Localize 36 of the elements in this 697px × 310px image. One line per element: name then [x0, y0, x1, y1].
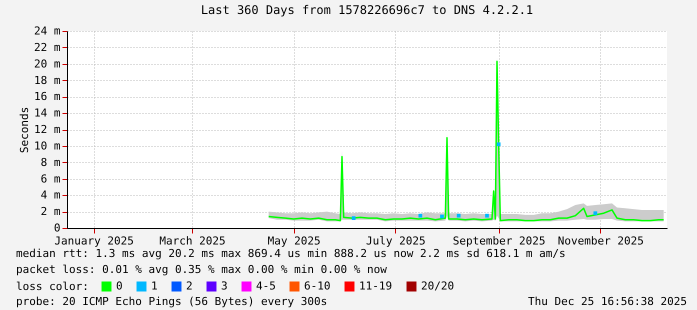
point [485, 214, 489, 218]
x-tick-label: July 2025 [366, 234, 426, 248]
y-tick-label: 2 m [40, 205, 61, 218]
point [440, 214, 444, 218]
legend-label: 2 [186, 280, 193, 293]
legend-label: 3 [221, 280, 228, 293]
legend-label: 0 [116, 280, 123, 293]
y-tick-label: 18 m [34, 74, 61, 87]
legend-label: 11-19 [359, 280, 392, 293]
x-tick-label: January 2025 [54, 234, 134, 248]
text: Thu Dec 25 16:56:38 2025 [528, 295, 687, 308]
x-tick-label: September 2025 [452, 234, 546, 248]
legend-label: 6-10 [304, 280, 330, 293]
x-tick-label: May 2025 [268, 234, 321, 248]
x-tick-label: November 2025 [558, 234, 644, 248]
y-tick-label: 20 m [34, 57, 61, 70]
legend-label: 20/20 [421, 280, 454, 293]
y-tick-label: 24 m [34, 24, 61, 38]
y-tick-label: 0 [54, 222, 60, 234]
y-tick-label: 16 m [34, 90, 61, 104]
y-axis-title: Seconds [18, 106, 32, 154]
y-tick-label: 10 m [34, 139, 61, 152]
legend-title: loss color: [16, 280, 89, 293]
text: probe: 20 ICMP Echo Pings (56 Bytes) every 300s [16, 295, 328, 308]
y-tick-label: 4 m [40, 188, 61, 202]
x-tick-label: March 2025 [159, 234, 226, 248]
y-tick-label: 12 m [34, 123, 61, 136]
y-tick-label: 6 m [40, 172, 61, 186]
chart-title: Last 360 Days from 1578226696c7 to DNS 4.2.2.1 [200, 3, 534, 17]
y-tick-label: 22 m [34, 40, 61, 54]
y-tick-label: 14 m [34, 106, 61, 120]
y-tick-label: 8 m [40, 156, 61, 169]
legend-label: 4-5 [256, 280, 276, 293]
legend-label: 1 [151, 280, 158, 293]
text: packet loss: 0.01 % avg 0.35 % max 0.00 % min 0.00 % now [16, 263, 388, 276]
text: median rtt: 1.3 ms avg 20.2 ms max 869.4 us min 888.2 us now 2.2 ms sd 618.1 m am/s [16, 247, 566, 260]
